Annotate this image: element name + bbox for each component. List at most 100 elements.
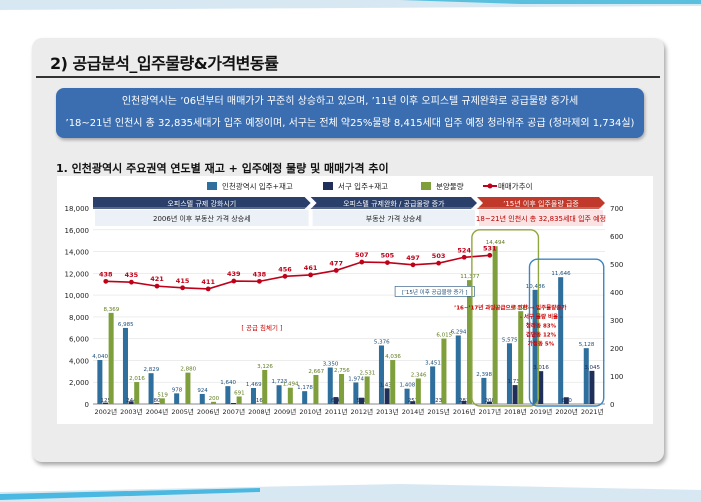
period-note-bg	[312, 210, 475, 226]
bar-sale	[287, 387, 293, 404]
price-label: 438	[99, 270, 113, 278]
y2-tick-label: 200	[610, 345, 623, 353]
data-label: 23	[435, 398, 442, 404]
bar-sale	[467, 280, 473, 404]
x-tick-label: 2017년	[479, 407, 502, 416]
data-label: 1,469	[246, 382, 262, 388]
period-note: 2006년 이후 부동산 가격 상승세	[153, 214, 251, 223]
price-point	[385, 260, 390, 265]
data-label: 5,575	[502, 337, 518, 343]
data-label: 978	[172, 387, 183, 393]
x-tick-label: 2004년	[146, 407, 169, 416]
data-label: 125	[101, 398, 112, 404]
period-note: 18~21년 인천시 총 32,835세대 입주 예정	[476, 214, 606, 223]
data-label: 5,128	[579, 342, 595, 348]
bar-sale	[364, 376, 370, 404]
bar-incheon	[250, 388, 256, 404]
price-label: 415	[176, 277, 190, 285]
y-tick-label: 14,000	[65, 249, 90, 257]
legend-swatch	[421, 182, 431, 190]
y-tick-label: 12,000	[65, 270, 90, 278]
legend-swatch	[207, 182, 217, 190]
bar-seogu	[512, 385, 518, 404]
bar-seogu	[563, 397, 569, 404]
bar-seogu	[461, 400, 467, 404]
price-point	[154, 283, 160, 289]
bar-sale	[390, 360, 396, 404]
legend-label: 매매가추이	[498, 181, 533, 191]
price-point	[282, 273, 288, 279]
data-label: 8,369	[104, 307, 120, 313]
highlight-frame-2019-2021	[528, 258, 605, 407]
data-label: 2,531	[360, 370, 376, 376]
legend-label: 분양물량	[436, 182, 464, 191]
data-label: 2,756	[334, 368, 350, 374]
x-tick-label: 2012년	[351, 407, 374, 416]
bar-seogu	[538, 371, 544, 404]
bar-incheon	[353, 382, 359, 404]
price-line	[105, 254, 490, 290]
bar-incheon	[430, 366, 436, 404]
data-label: 1,723	[271, 379, 287, 385]
bar-incheon	[481, 377, 487, 404]
y2-tick-label: 300	[610, 317, 623, 325]
period-banner-2	[310, 197, 477, 209]
data-label: 4,040	[92, 354, 108, 360]
data-label: 11,646	[551, 271, 571, 277]
bar-sale	[492, 246, 498, 404]
bar-incheon	[174, 393, 180, 404]
x-tick-label: 2008년	[248, 407, 271, 416]
annotation-supply-shortage: [ 공급 침체기 ]	[241, 323, 282, 332]
bar-sale	[262, 369, 268, 404]
bar-sale	[159, 398, 165, 404]
bar-incheon	[404, 388, 410, 404]
price-label: 531	[483, 244, 497, 252]
data-label: 2,667	[308, 369, 324, 375]
data-label: 578	[357, 398, 368, 404]
period-label: 오피스텔 규제완화 / 공급물량 증가	[343, 199, 445, 208]
y-tick-label: 16,000	[65, 227, 90, 235]
price-label: 421	[150, 275, 164, 283]
callout-text: - 서구 물량 비율 -	[520, 312, 563, 320]
price-point	[359, 259, 365, 265]
bar-incheon	[327, 367, 333, 404]
data-label: 257	[408, 398, 419, 404]
summary-line-1: 인천광역시는 ’06년부터 매매가가 꾸준히 상승하고 있으며, ’11년 이후…	[121, 96, 579, 107]
highlight-frame-2016-2018	[471, 229, 540, 407]
data-label: 80	[154, 398, 161, 404]
data-label: 1,408	[399, 383, 415, 389]
bar-sale	[339, 373, 345, 404]
bar-seogu	[486, 401, 493, 404]
x-tick-label: 2020년	[555, 407, 578, 416]
bar-incheon	[455, 335, 461, 404]
y2-tick-label: 400	[610, 289, 623, 297]
x-tick-label: 2003년	[120, 407, 143, 416]
bar-incheon	[506, 343, 512, 404]
price-label: 503	[432, 252, 446, 260]
price-label: 438	[253, 270, 267, 278]
price-point	[129, 279, 134, 285]
data-label: 200	[209, 396, 220, 402]
price-point	[461, 254, 467, 260]
data-label: 691	[234, 390, 245, 396]
price-point	[436, 260, 441, 266]
data-label: 636	[331, 398, 342, 404]
summary-box: 인천광역시는 ’06년부터 매매가가 꾸준히 상승하고 있으며, ’11년 이후…	[56, 88, 644, 138]
price-label: 435	[125, 271, 139, 279]
bar-incheon	[148, 373, 154, 404]
chart-container: 인천광역시 입주+재고 서구 입주+재고 분양물량 매매가추이 오피스텔 규제 강화시기…	[57, 176, 653, 424]
bar-sale	[415, 378, 421, 404]
x-tick-label: 2016년	[453, 407, 476, 416]
period-note-bg	[95, 210, 309, 226]
data-label: 1,736	[508, 379, 524, 385]
price-label: 524	[457, 246, 471, 254]
price-point	[180, 285, 185, 291]
legend-label: 인천광역시 입주+재고	[222, 181, 293, 191]
callout-text: 청라동 83%	[526, 321, 557, 329]
price-label: 411	[201, 278, 215, 286]
x-tick-label: 2006년	[197, 407, 220, 416]
bar-incheon	[532, 289, 538, 404]
bar-sale	[518, 311, 524, 404]
y-tick-label: 18,000	[65, 205, 90, 213]
period-note: 부동산 가격 상승세	[366, 214, 422, 223]
